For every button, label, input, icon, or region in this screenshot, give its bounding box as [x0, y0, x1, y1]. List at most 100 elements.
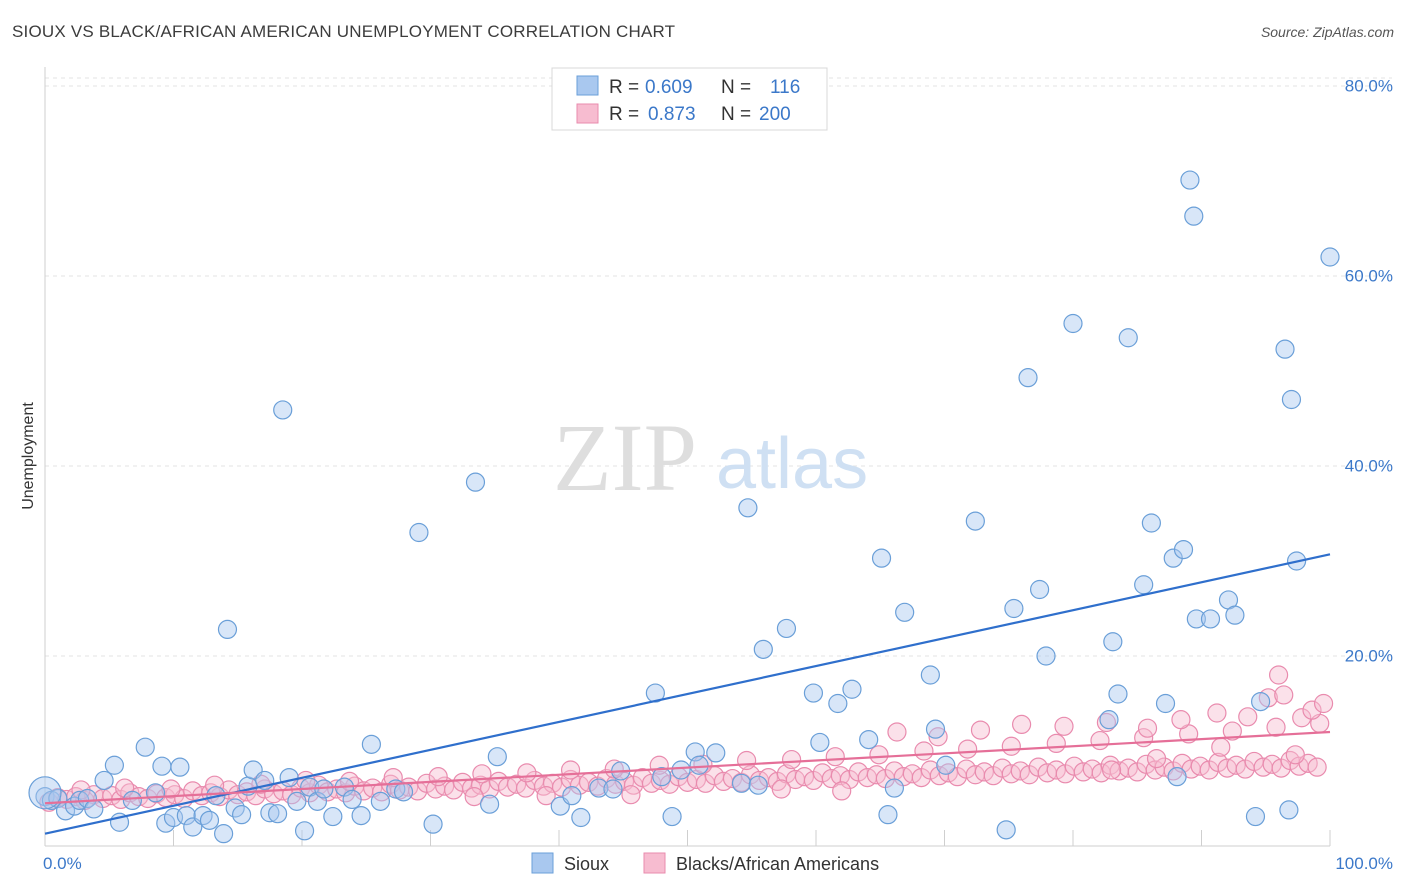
y-tick-labels: 20.0% 40.0% 60.0% 80.0% — [1345, 77, 1393, 666]
sioux-point — [689, 755, 709, 775]
legend-n-label-sioux: N = — [721, 77, 751, 98]
source-label: Source: ZipAtlas.com — [1260, 24, 1394, 40]
sioux-point — [323, 806, 343, 827]
sioux-point — [884, 778, 904, 798]
sioux-point — [662, 806, 682, 827]
blacks-point — [517, 763, 537, 783]
sioux-point — [1155, 693, 1176, 714]
sioux-point — [776, 618, 797, 639]
sioux-point — [370, 791, 390, 811]
sioux-point — [145, 783, 166, 803]
sioux-point — [1167, 767, 1187, 787]
sioux-point — [828, 693, 848, 714]
blacks-point — [1302, 700, 1322, 720]
sioux-point — [810, 732, 830, 753]
sioux-point — [1118, 328, 1138, 348]
blacks-point — [771, 779, 791, 799]
sioux-point — [199, 810, 220, 830]
blacks-point — [560, 760, 581, 780]
blacks-point — [464, 786, 484, 807]
sioux-point — [487, 747, 507, 767]
sioux-point — [232, 805, 252, 825]
blacks-point — [1266, 717, 1286, 737]
sioux-point — [1186, 609, 1206, 629]
sioux-point — [260, 803, 280, 823]
blacks-point — [958, 739, 978, 759]
legend-n-value-blacks: 200 — [759, 104, 791, 125]
sioux-point — [706, 743, 726, 763]
sioux-point — [871, 548, 892, 568]
trend-line-sioux — [44, 553, 1331, 835]
sioux-point — [1036, 646, 1056, 666]
sioux-point — [1245, 806, 1266, 827]
sioux-point — [135, 737, 155, 757]
sioux-point — [936, 755, 956, 775]
legend-swatch-blacks — [576, 103, 599, 124]
sioux-point — [895, 602, 915, 622]
blacks-point — [428, 767, 448, 787]
legend-n-label-blacks: N = — [721, 104, 751, 125]
blacks-point — [781, 749, 802, 770]
blacks-point — [1046, 733, 1066, 754]
blacks-point — [1054, 716, 1074, 736]
blacks-point — [970, 720, 991, 740]
blacks-point — [928, 727, 948, 747]
y-tick-label: 20.0% — [1345, 647, 1393, 666]
sioux-point — [1320, 247, 1340, 267]
sioux-point — [214, 824, 234, 844]
sioux-point — [562, 786, 582, 806]
sioux-point — [1200, 609, 1221, 629]
legend-r-value-blacks: 0.873 — [648, 104, 696, 125]
blacks-point — [1292, 708, 1312, 728]
sioux-point — [1018, 368, 1038, 388]
sioux-point — [1004, 598, 1024, 619]
sioux-point — [1279, 800, 1299, 820]
blacks-point — [1090, 730, 1110, 751]
blacks-point — [914, 741, 934, 761]
trend-line-blacks — [44, 730, 1331, 805]
blacks-point — [536, 786, 556, 806]
blacks-point — [1101, 760, 1122, 780]
sioux-point — [294, 821, 315, 841]
series-sioux — [28, 170, 1340, 844]
y-tick-label: 60.0% — [1345, 267, 1393, 286]
sioux-point — [1134, 575, 1154, 595]
sioux-point — [920, 665, 940, 685]
sioux-point — [1184, 206, 1204, 226]
sioux-point — [287, 791, 307, 811]
x-ticks — [173, 830, 1331, 846]
sioux-point — [122, 790, 142, 811]
blacks-point — [1096, 712, 1117, 733]
blacks-point — [1222, 721, 1242, 741]
blacks-point — [1011, 714, 1032, 735]
series-blacks-african-americans — [39, 665, 1334, 812]
trend-lines — [44, 553, 1331, 835]
blacks-point — [1211, 737, 1231, 757]
legend-box: R = 0.609 N = 116 R = 0.873 N = 200 — [551, 67, 828, 131]
blacks-point — [1285, 745, 1305, 765]
blacks-point — [825, 747, 845, 767]
sioux-point — [652, 767, 672, 787]
sioux-point — [1103, 632, 1123, 652]
sioux-point — [176, 805, 196, 826]
sioux-point — [393, 782, 414, 802]
sioux-point — [1063, 313, 1083, 334]
sioux-point — [965, 511, 985, 531]
grid-lines — [45, 77, 1392, 657]
bottom-legend-label-blacks: Blacks/African Americans — [676, 854, 879, 874]
sioux-point — [1180, 170, 1200, 190]
blacks-point — [621, 785, 641, 805]
chart-title: SIOUX VS BLACK/AFRICAN AMERICAN UNEMPLOY… — [12, 22, 676, 41]
bottom-legend-label-sioux: Sioux — [564, 854, 609, 874]
watermark-atlas: atlas — [716, 424, 868, 504]
sioux-point — [842, 679, 862, 699]
sioux-point — [1029, 579, 1050, 600]
sioux-point — [589, 778, 609, 798]
blacks-point — [1274, 685, 1294, 705]
blacks-point — [1207, 703, 1227, 723]
sioux-point — [342, 789, 362, 810]
sioux-point — [217, 619, 238, 640]
legend-r-label-blacks: R = — [609, 104, 639, 125]
sioux-point — [279, 767, 299, 788]
